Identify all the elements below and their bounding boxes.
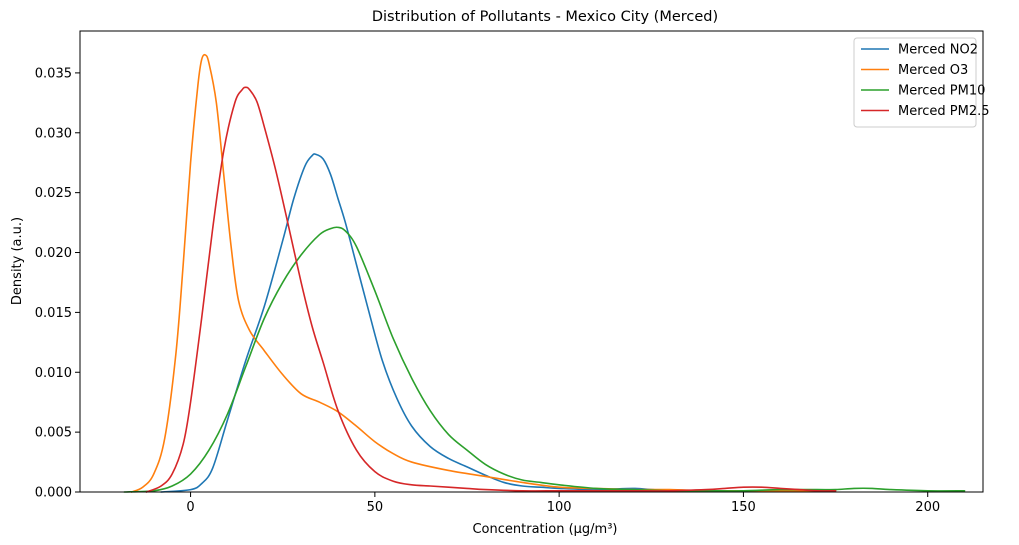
y-tick-label: 0.025: [35, 186, 72, 201]
y-tick-label: 0.030: [35, 126, 72, 141]
legend: Merced NO2 Merced O3 Merced PM10 Merced PM2…: [853, 37, 990, 128]
legend-label-2: Merced PM10: [898, 84, 985, 99]
x-tick-label: 200: [915, 500, 940, 515]
y-tick-label: 0.015: [35, 306, 72, 321]
series-line-3: [145, 86, 837, 493]
plot-frame: [79, 30, 984, 493]
x-tick-label: 0: [186, 500, 194, 515]
y-tick-label: 0.020: [35, 246, 72, 261]
legend-label-3: Merced PM2.5: [898, 104, 990, 119]
legend-box: [853, 37, 977, 128]
legend-label-0: Merced NO2: [898, 43, 978, 58]
legend-label-1: Merced O3: [898, 63, 968, 78]
y-tick-label: 0.010: [35, 366, 72, 381]
x-tick-label: 150: [731, 500, 756, 515]
y-axis-label: Density (a.u.): [10, 217, 25, 305]
y-axis: 0.000 0.005 0.010 0.015 0.020 0.025 0.030 0.035: [35, 66, 80, 501]
chart-title: Distribution of Pollutants - Mexico City…: [372, 9, 718, 25]
y-tick-label: 0.035: [35, 66, 72, 81]
x-tick-label: 100: [547, 500, 572, 515]
x-axis-label: Concentration (µg/m³): [472, 522, 617, 537]
series-layer: [123, 53, 966, 493]
x-axis: 0 50 100 150 200: [186, 492, 940, 515]
y-tick-label: 0.005: [35, 426, 72, 441]
y-tick-label: 0.000: [35, 486, 72, 501]
x-tick-label: 50: [367, 500, 384, 515]
